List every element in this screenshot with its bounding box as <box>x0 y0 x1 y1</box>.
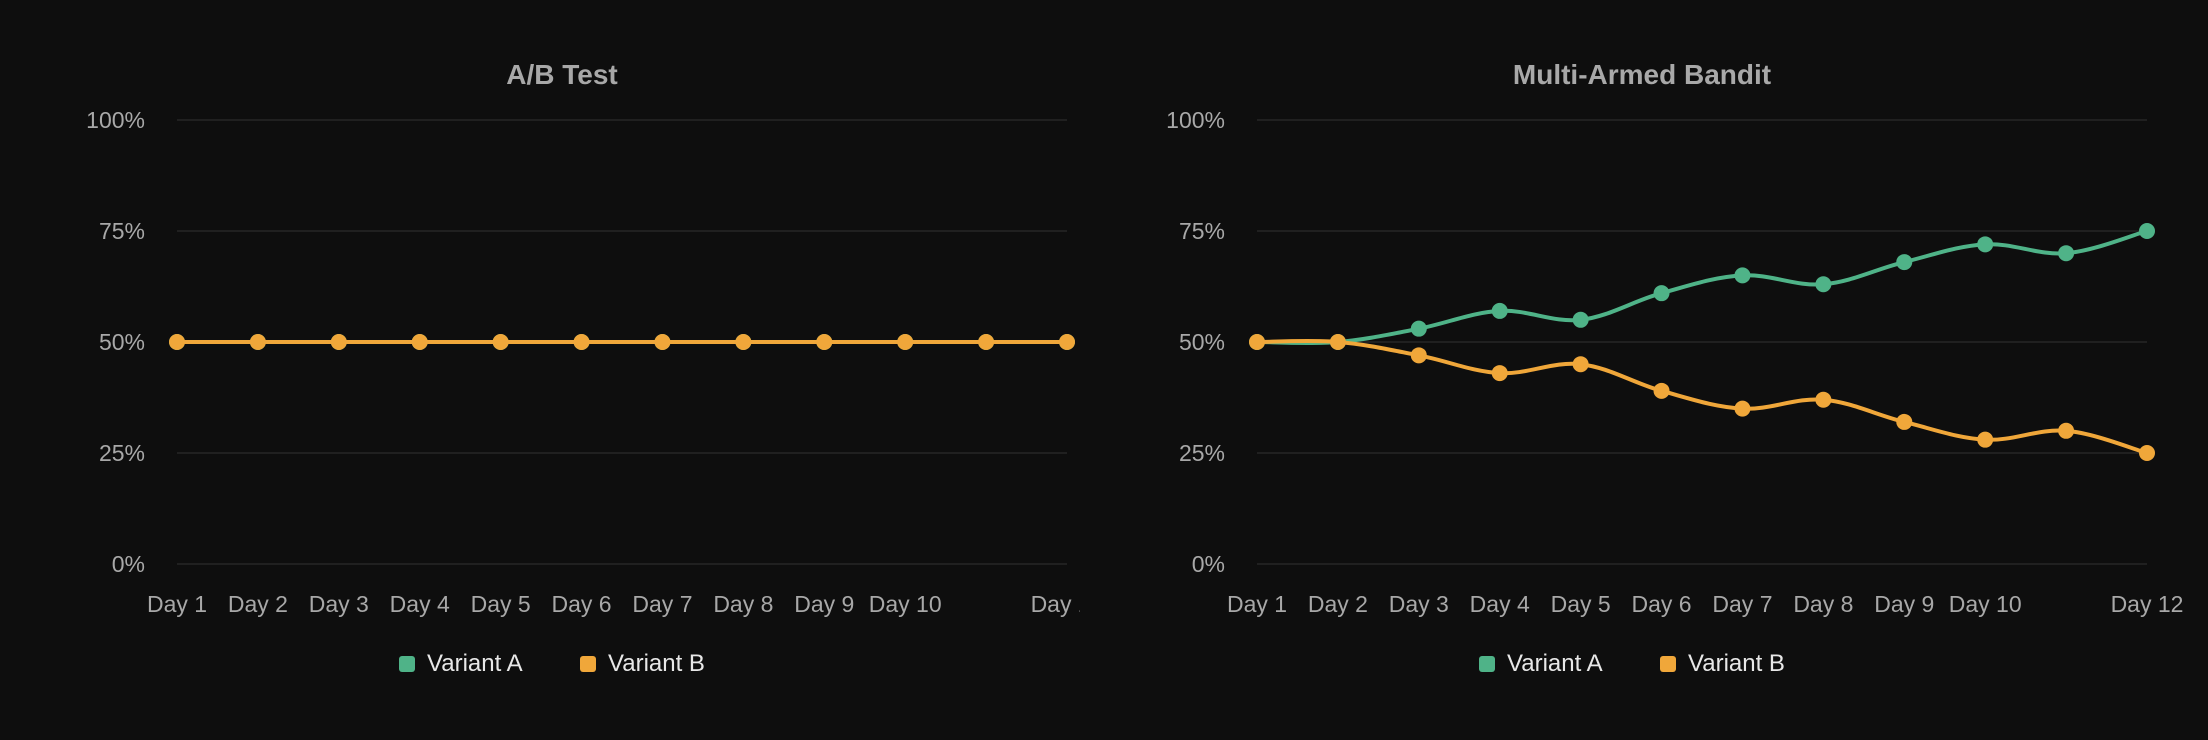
data-point-variant-a <box>1653 285 1670 302</box>
ab-test-chart: A/B Test 0% 25% 50% 75% 100% Day 1 Day 2 Day 3 Da… <box>86 59 1080 677</box>
y-tick-label: 75% <box>1179 218 1225 244</box>
x-tick-label: Day 4 <box>390 591 450 617</box>
x-tick-label: Day 4 <box>1470 591 1530 617</box>
data-point-variant-b <box>1653 382 1670 399</box>
chart-title: A/B Test <box>506 59 618 90</box>
data-point-variant-b <box>1410 347 1427 364</box>
data-point-variant-a <box>1815 276 1832 293</box>
x-tick-label: Day 1 <box>147 591 207 617</box>
data-point-variant-b <box>1059 334 1075 350</box>
data-point-variant-b <box>1329 334 1346 350</box>
data-point-variant-a <box>1896 254 1913 271</box>
data-point-variant-b <box>978 334 995 350</box>
y-tick-label: 0% <box>1192 551 1225 577</box>
x-tick-label: Day 5 <box>1551 591 1611 617</box>
legend-swatch-variant-b <box>1660 656 1676 672</box>
data-point-variant-b <box>2058 422 2075 439</box>
x-tick-label: Day 3 <box>1389 591 1449 617</box>
data-point-variant-b <box>654 334 671 350</box>
legend-swatch-variant-b <box>580 656 596 672</box>
data-point-variant-b <box>1249 334 1265 350</box>
x-tick-label: Day 8 <box>1793 591 1853 617</box>
x-tick-label: Day 3 <box>309 591 369 617</box>
data-point-variant-b <box>2139 445 2155 461</box>
data-point-variant-b <box>330 334 347 350</box>
data-point-variant-b <box>1896 413 1913 430</box>
data-point-variant-b <box>411 334 428 350</box>
legend-label-variant-a: Variant A <box>427 650 523 677</box>
x-tick-label: Day 9 <box>794 591 854 617</box>
data-point-variant-a <box>1977 236 1994 253</box>
x-tick-label: Day 12 <box>1031 591 1080 617</box>
data-point-variant-a <box>1410 320 1427 337</box>
x-tick-label: Day 10 <box>869 591 942 617</box>
data-point-variant-b <box>573 334 590 350</box>
series-line-variant-a <box>1255 229 2149 346</box>
x-tick-label: Day 9 <box>1874 591 1934 617</box>
data-point-variant-b <box>1491 365 1508 382</box>
y-tick-label: 50% <box>1179 329 1225 355</box>
x-tick-label: Day 1 <box>1227 591 1287 617</box>
y-tick-label: 25% <box>1179 440 1225 466</box>
legend-label-variant-b: Variant B <box>608 650 705 677</box>
y-tick-label: 100% <box>1166 107 1225 133</box>
data-point-variant-a <box>1491 302 1508 319</box>
y-tick-label: 0% <box>112 551 145 577</box>
data-point-variant-a <box>1734 267 1751 284</box>
legend-label-variant-b: Variant B <box>1688 650 1785 677</box>
y-tick-label: 100% <box>86 107 145 133</box>
data-point-variant-b <box>816 334 833 350</box>
x-tick-label: Day 12 <box>2111 591 2184 617</box>
series-line-variant-b <box>1255 338 2149 455</box>
data-point-variant-b <box>735 334 752 350</box>
x-tick-label: Day 6 <box>1631 591 1691 617</box>
x-tick-label: Day 6 <box>551 591 611 617</box>
data-point-variant-b <box>169 334 185 350</box>
data-point-variant-b <box>1572 356 1589 373</box>
y-tick-label: 50% <box>99 329 145 355</box>
x-tick-label: Day 2 <box>228 591 288 617</box>
x-tick-label: Day 5 <box>471 591 531 617</box>
chart-title: Multi-Armed Bandit <box>1513 59 1771 90</box>
data-point-variant-b <box>492 334 509 350</box>
data-point-variant-a <box>1572 311 1589 328</box>
legend-swatch-variant-a <box>1479 656 1495 672</box>
legend-label-variant-a: Variant A <box>1507 650 1603 677</box>
multi-armed-bandit-chart: Multi-Armed Bandit 0% 25% 50% 75% 100% Day 1 Da… <box>1166 59 2184 677</box>
x-tick-label: Day 10 <box>1949 591 2022 617</box>
x-tick-label: Day 7 <box>1712 591 1772 617</box>
data-point-variant-b <box>897 334 914 350</box>
data-point-variant-b <box>1977 431 1994 448</box>
data-point-variant-b <box>1815 391 1832 408</box>
data-point-variant-b <box>249 334 266 350</box>
data-point-variant-a <box>2139 223 2155 239</box>
x-tick-label: Day 2 <box>1308 591 1368 617</box>
x-tick-label: Day 8 <box>713 591 773 617</box>
x-tick-label: Day 7 <box>632 591 692 617</box>
y-tick-label: 25% <box>99 440 145 466</box>
legend-swatch-variant-a <box>399 656 415 672</box>
data-point-variant-a <box>2058 245 2075 262</box>
y-tick-label: 75% <box>99 218 145 244</box>
data-point-variant-b <box>1734 400 1751 417</box>
